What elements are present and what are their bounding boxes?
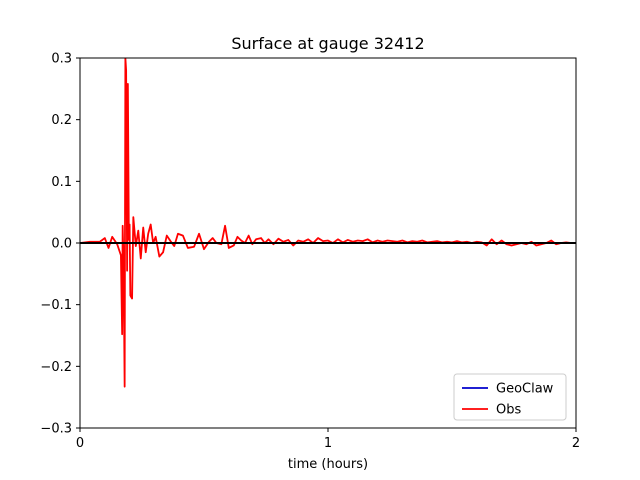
series-line-obs (80, 58, 576, 388)
y-tick-label: 0.0 (51, 237, 72, 252)
x-tick-label: 1 (324, 436, 332, 451)
y-tick-label: −0.2 (40, 360, 72, 375)
y-tick-label: 0.1 (51, 175, 72, 190)
legend: GeoClaw Obs (453, 373, 567, 421)
legend-label-geoclaw: GeoClaw (496, 382, 554, 397)
x-tick-label: 2 (572, 436, 580, 451)
x-tick-label: 0 (76, 436, 84, 451)
y-tick-label: 0.3 (51, 52, 72, 67)
y-tick-label: −0.3 (40, 422, 72, 437)
y-tick-label: −0.1 (40, 298, 72, 313)
chart-title: Surface at gauge 32412 (231, 34, 424, 53)
x-axis: 0 1 2 (76, 428, 580, 451)
y-tick-label: 0.2 (51, 113, 72, 128)
y-axis: −0.3 −0.2 −0.1 0.0 0.1 0.2 0.3 (40, 52, 80, 437)
legend-label-obs: Obs (496, 403, 521, 418)
x-axis-label: time (hours) (288, 457, 368, 472)
